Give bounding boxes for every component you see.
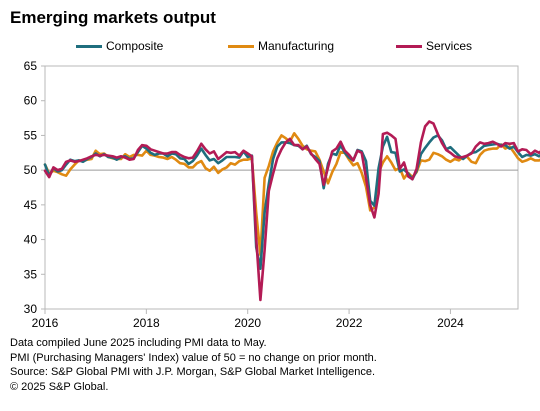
legend-swatch-services [396, 44, 422, 48]
series-line-services [43, 120, 540, 302]
x-tick-label: 2016 [32, 316, 59, 330]
legend-swatch-composite [76, 44, 102, 48]
x-tick-label: 2022 [336, 316, 363, 330]
x-tick-label: 2024 [437, 316, 464, 330]
footnote-line: Source: S&P Global PMI with J.P. Morgan,… [10, 366, 376, 378]
y-tick-label: 55 [24, 128, 38, 142]
legend-item-manufacturing: Manufacturing [228, 39, 334, 53]
plot-area-frame [44, 65, 519, 310]
legend: Composite Manufacturing Services [0, 39, 540, 55]
footnote-line: © 2025 S&P Global. [10, 380, 109, 393]
x-tick-label: 2018 [133, 316, 160, 330]
legend-item-composite: Composite [76, 39, 163, 53]
y-tick-label: 60 [24, 94, 38, 108]
chart-title: Emerging markets output [10, 8, 216, 27]
legend-item-services: Services [396, 39, 472, 53]
y-tick-label: 30 [24, 302, 38, 316]
series-line-manufacturing [43, 132, 540, 257]
footnotes: Data compiled June 2025 including PMI da… [10, 336, 377, 394]
footnote-line: Data compiled June 2025 including PMI da… [10, 337, 267, 349]
x-tick-label: 2020 [234, 316, 261, 330]
y-tick-label: 65 [24, 59, 38, 73]
legend-swatch-manufacturing [228, 44, 254, 48]
line-chart: 30 35 40 45 50 55 60 65 2016 2018 2020 2022 2024 [24, 59, 540, 330]
y-tick-label: 35 [24, 267, 38, 281]
y-tick-label: 45 [24, 198, 38, 212]
legend-label-composite: Composite [106, 39, 164, 53]
legend-label-manufacturing: Manufacturing [258, 39, 335, 53]
footnote-line: PMI (Purchasing Managers' Index) value o… [10, 351, 377, 364]
y-tick-label: 40 [24, 233, 38, 247]
legend-label-services: Services [426, 39, 473, 53]
y-tick-label: 50 [24, 163, 38, 177]
